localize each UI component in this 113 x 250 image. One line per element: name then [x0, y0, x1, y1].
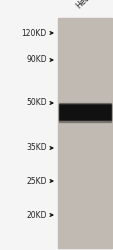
Bar	[59, 104, 110, 120]
Text: 50KD: 50KD	[26, 98, 46, 108]
Text: 20KD: 20KD	[26, 210, 46, 220]
Text: 35KD: 35KD	[26, 144, 46, 152]
Text: 90KD: 90KD	[26, 56, 46, 64]
Text: Heart: Heart	[73, 0, 95, 10]
Bar	[58, 102, 110, 122]
Text: 120KD: 120KD	[21, 28, 46, 38]
Text: 25KD: 25KD	[26, 176, 46, 186]
Bar	[58, 18, 111, 248]
Bar	[59, 106, 109, 118]
